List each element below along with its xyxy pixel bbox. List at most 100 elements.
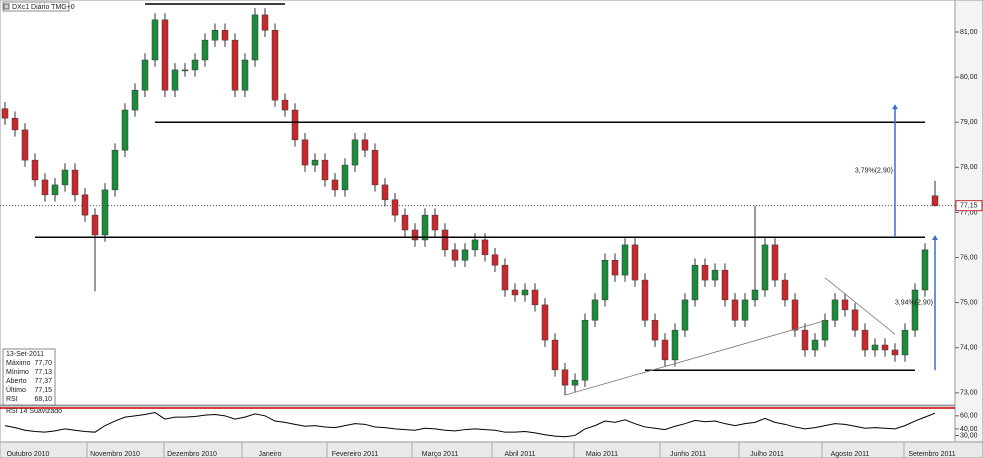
- y-tick-label: 81,00: [960, 29, 978, 36]
- candle-body: [661, 339, 669, 361]
- candle-body: [671, 329, 679, 361]
- last-price-label: 77,15: [960, 203, 978, 210]
- candle-body: [41, 179, 49, 196]
- candle-body: [131, 89, 139, 111]
- candle-body: [31, 159, 39, 181]
- month-label: Março 2011: [422, 451, 459, 458]
- candle-body: [681, 299, 689, 331]
- candle-body: [531, 289, 539, 306]
- candle-body: [421, 214, 429, 241]
- y-tick-label: 77,00: [960, 209, 978, 216]
- candle-body: [701, 264, 709, 281]
- candle-body: [511, 289, 519, 296]
- month-label: Junho 2011: [670, 451, 706, 458]
- month-label: Janeiro: [259, 451, 282, 458]
- candle-body: [251, 14, 259, 61]
- candle-body: [521, 289, 529, 296]
- trend-line: [564, 320, 826, 396]
- candle-body: [461, 249, 469, 261]
- month-label: Maio 2011: [586, 451, 618, 458]
- candle-body: [151, 19, 159, 61]
- candle-body: [411, 229, 419, 241]
- info-label: Último: [6, 385, 26, 394]
- info-value: 68,10: [34, 396, 52, 403]
- candle-body: [631, 244, 639, 281]
- candle-body: [901, 329, 909, 356]
- chart-title: DXc1 Diário TMG+0: [12, 4, 75, 11]
- candle-body: [91, 214, 99, 236]
- candle-body: [911, 289, 919, 331]
- candle-body: [391, 199, 399, 216]
- month-label: Novembro 2010: [90, 451, 140, 458]
- candle-body: [741, 299, 749, 321]
- candle-body: [721, 269, 729, 301]
- candle-body: [861, 329, 869, 351]
- candle-body: [1, 108, 9, 119]
- candle-body: [891, 349, 899, 356]
- candle-body: [491, 254, 499, 266]
- candle-body: [691, 264, 699, 301]
- arrow-head: [892, 104, 898, 110]
- candle-body: [771, 244, 779, 281]
- candle-body: [581, 319, 589, 381]
- candle-body: [601, 259, 609, 301]
- candle-body: [101, 189, 109, 236]
- candle-body: [931, 195, 939, 206]
- y-tick-label: 79,00: [960, 119, 978, 126]
- price-panel: [0, 0, 956, 406]
- candle-body: [61, 169, 69, 186]
- candle-body: [121, 109, 129, 151]
- rsi-panel: [0, 405, 956, 443]
- month-label: Agosto 2011: [831, 451, 870, 458]
- candle-body: [801, 329, 809, 351]
- info-date: 13-Set-2011: [6, 351, 44, 358]
- candle-body: [761, 244, 769, 291]
- candle-body: [541, 304, 549, 341]
- candle-body: [261, 14, 269, 31]
- rsi-tick-label: 40,00: [960, 426, 978, 433]
- month-label: Setembro 2011: [908, 451, 955, 458]
- month-label: Dezembro 2010: [167, 451, 217, 458]
- candle-body: [281, 99, 289, 111]
- candle-body: [551, 339, 559, 371]
- info-label: Aberto: [6, 378, 27, 385]
- candle-body: [21, 129, 29, 161]
- candle-body: [51, 184, 59, 196]
- candle-body: [571, 379, 579, 386]
- candle-body: [181, 69, 189, 72]
- candle-body: [401, 214, 409, 231]
- info-label: Mínimo: [6, 369, 29, 376]
- candle-body: [751, 289, 759, 301]
- candle-body: [611, 259, 619, 276]
- arrow-label: 3,94%(2,90): [895, 299, 933, 306]
- candle-body: [371, 149, 379, 186]
- title-box: [2, 1, 70, 12]
- candle-body: [451, 249, 459, 261]
- candle-body: [351, 139, 359, 166]
- candle-body: [641, 279, 649, 321]
- month-label: Abril 2011: [504, 451, 535, 458]
- candle-body: [621, 244, 629, 276]
- candle-body: [841, 299, 849, 311]
- info-value: 77,70: [34, 360, 52, 367]
- candle-body: [71, 169, 79, 196]
- candle-body: [591, 299, 599, 321]
- rsi-tick-label: 30,00: [960, 432, 978, 439]
- candle-body: [211, 29, 219, 41]
- candle-body: [191, 59, 199, 71]
- info-value: 77,13: [34, 369, 52, 376]
- month-label: Outubro 2010: [7, 451, 50, 458]
- candle-body: [341, 164, 349, 191]
- candle-body: [431, 214, 439, 231]
- rsi-title: RSI 14 Suavizado: [6, 408, 62, 415]
- info-label: RSI: [6, 396, 18, 403]
- y-tick-label: 73,00: [960, 390, 978, 397]
- candle-body: [221, 29, 229, 41]
- trend-line: [824, 277, 896, 335]
- candle-body: [651, 319, 659, 341]
- rsi-tick-label: 60,00: [960, 413, 978, 420]
- y-tick-label: 80,00: [960, 74, 978, 81]
- candle-body: [291, 109, 299, 141]
- candle-body: [381, 184, 389, 201]
- candle-body: [731, 299, 739, 321]
